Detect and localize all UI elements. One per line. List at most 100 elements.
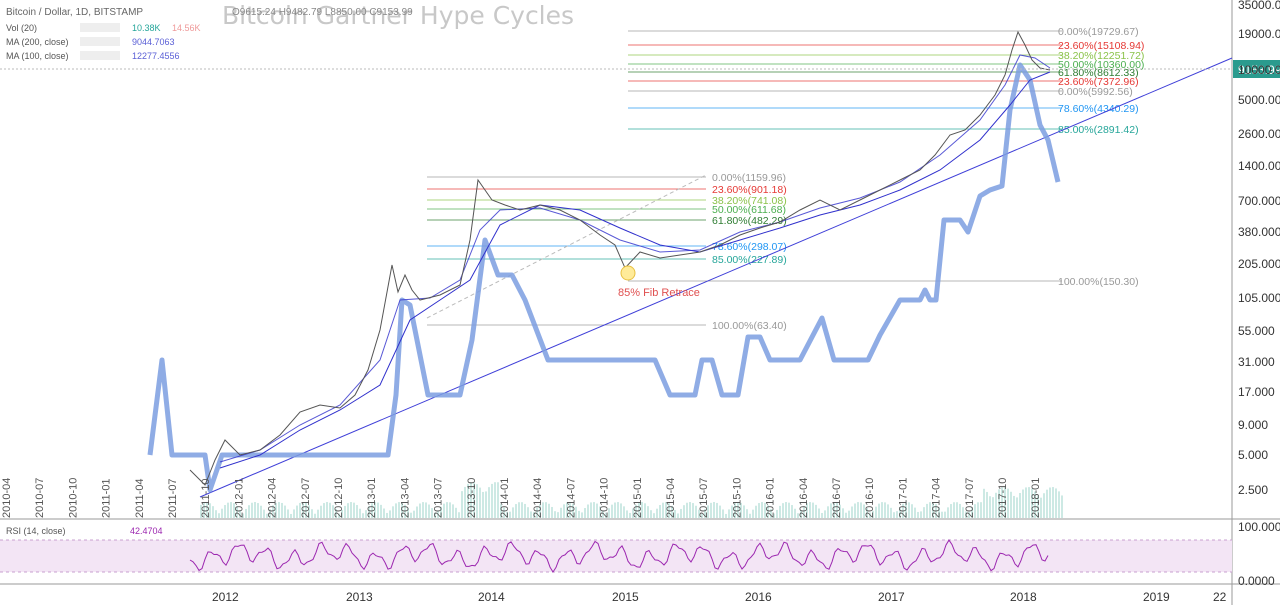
volume-bar	[767, 505, 769, 518]
volume-bar	[422, 502, 424, 518]
volume-bar	[662, 502, 664, 518]
volume-bar	[557, 512, 559, 518]
volume-bar	[608, 508, 610, 518]
volume-bar	[635, 504, 637, 518]
volume-bar	[821, 512, 823, 518]
volume-bar	[881, 502, 883, 518]
volume-bar	[458, 512, 460, 518]
fib-retracements: 0.00%(19729.67) 23.60%(15108.94)38.20%(12…	[427, 26, 1144, 332]
volume-bar	[332, 505, 334, 518]
fib-level-label: 0.00%(1159.96)	[712, 172, 786, 184]
volume-bar	[893, 512, 895, 518]
symbol-label[interactable]: Bitcoin / Dollar, 1D, BITSTAMP	[6, 7, 143, 18]
volume-bar	[413, 510, 415, 518]
volume-bar	[761, 502, 763, 518]
volume-bar	[800, 510, 802, 518]
volume-bar	[356, 505, 358, 518]
volume-bar	[665, 502, 667, 518]
month-label: 2014-10	[599, 478, 611, 518]
volume-bar	[365, 510, 367, 518]
volume-bar	[371, 503, 373, 518]
volume-bar	[809, 502, 811, 518]
month-label: 2017-10	[997, 478, 1009, 518]
volume-bar	[281, 502, 283, 518]
volume-bar	[803, 506, 805, 518]
volume-bar	[1043, 493, 1045, 518]
y-tick-label: 700.000	[1238, 194, 1280, 208]
volume-bar	[758, 503, 760, 518]
volume-bar	[1031, 488, 1033, 518]
year-axis[interactable]: 2012 2013 2014 2015 2016 2017 2018 2019 22	[212, 590, 1227, 604]
volume-bar	[872, 510, 874, 518]
volume-bar	[254, 502, 256, 518]
volume-bar	[989, 496, 991, 518]
volume-bar	[536, 507, 538, 518]
volume-bar	[596, 503, 598, 518]
month-label: 2016-04	[798, 478, 810, 518]
legend-controls	[80, 37, 120, 46]
month-label: 2012-01	[233, 478, 245, 518]
volume-bar	[626, 510, 628, 518]
y-tick-label: 19000.00	[1238, 27, 1280, 41]
volume-bar	[203, 502, 205, 518]
volume-bar	[971, 507, 973, 518]
volume-bar	[497, 482, 499, 518]
month-label: 2011-01	[101, 478, 113, 518]
volume-bar	[1019, 493, 1021, 518]
volume-bar	[224, 505, 226, 518]
volume-bar	[776, 509, 778, 518]
month-label: 2012-04	[267, 478, 279, 518]
volume-bar	[704, 509, 706, 518]
legend-label: Vol (20)	[6, 23, 37, 33]
last-price-badge: 9153.99	[0, 60, 1280, 78]
price-axis[interactable]: 35000.00 19000.00 10000.00 5000.000 2600.000…	[1238, 0, 1280, 497]
volume-bar	[1016, 497, 1018, 518]
price-series	[189, 30, 1051, 486]
month-label: 2011-04	[134, 478, 146, 518]
volume-bar	[284, 505, 286, 518]
volume-bar	[695, 505, 697, 518]
volume-bar	[1040, 497, 1042, 518]
volume-bar	[1025, 487, 1027, 518]
volume-bar	[326, 502, 328, 518]
ma-200-line	[219, 71, 1051, 469]
month-label: 2015-04	[665, 478, 677, 518]
fib-level-label: 23.60%(7372.96)	[1058, 76, 1139, 88]
volume-bar	[878, 503, 880, 518]
volume-bars	[200, 482, 1063, 518]
volume-bar	[380, 504, 382, 518]
volume-bar	[515, 504, 517, 518]
rsi-tick-0: 0.0000	[1238, 574, 1275, 588]
volume-bar	[659, 505, 661, 518]
volume-bar	[905, 502, 907, 518]
volume-bar	[689, 502, 691, 518]
volume-bar	[482, 491, 484, 518]
volume-bar	[353, 502, 355, 518]
fib-level-label: 38.20%(12251.72)	[1058, 50, 1144, 62]
volume-bar	[914, 507, 916, 518]
volume-bar	[587, 504, 589, 518]
month-label: 2016-07	[831, 478, 843, 518]
volume-bar	[950, 504, 952, 518]
volume-bar	[740, 502, 742, 518]
fib-level-label: 23.60%(15108.94)	[1058, 40, 1144, 52]
volume-bar	[884, 502, 886, 518]
volume-bar	[530, 511, 532, 518]
year-label: 2019	[1143, 590, 1170, 604]
volume-bar	[404, 504, 406, 518]
year-label: 2014	[478, 590, 505, 604]
volume-bar	[770, 508, 772, 518]
volume-bar	[899, 506, 901, 518]
fib-level-label: 23.60%(901.18)	[712, 184, 787, 196]
volume-bar	[560, 507, 562, 518]
volume-bar	[623, 506, 625, 518]
volume-bar	[338, 513, 340, 518]
volume-bar	[611, 504, 613, 518]
volume-bar	[512, 507, 514, 518]
volume-bar	[707, 505, 709, 518]
volume-bar	[908, 502, 910, 518]
y-tick-label: 9.000	[1238, 418, 1268, 432]
volume-bar	[698, 509, 700, 518]
month-label: 2013-07	[433, 478, 445, 518]
volume-bar	[701, 513, 703, 518]
